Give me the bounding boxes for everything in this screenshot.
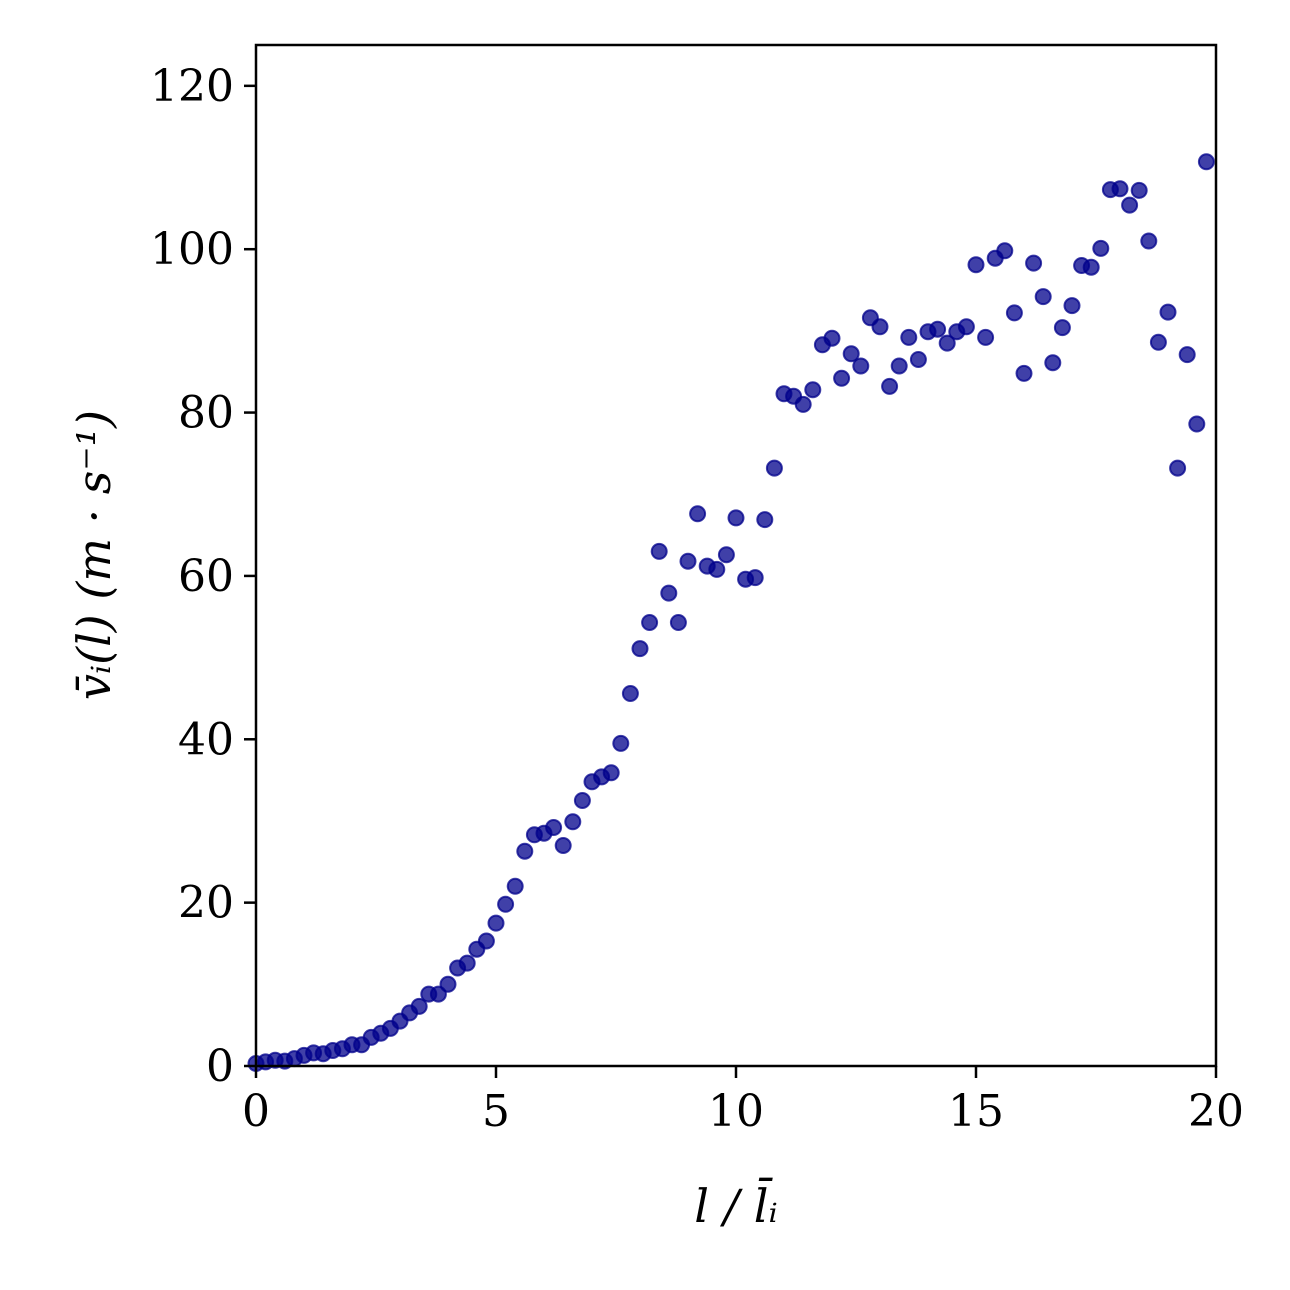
data-point [929,320,947,338]
data-point [1015,364,1033,382]
data-point [1034,288,1052,306]
data-point [1092,239,1110,257]
data-point [477,932,495,950]
x-tick-label: 15 [948,1086,1004,1137]
data-point [967,256,985,274]
data-point [842,345,860,363]
data-point [977,328,995,346]
data-point [794,395,812,413]
data-point [573,792,591,809]
data-point [439,975,457,993]
data-point [669,614,687,631]
data-point [487,914,505,932]
data-point [765,459,783,477]
data-point [804,381,822,399]
y-tick-label: 0 [206,1041,234,1092]
data-point [1169,459,1187,477]
data-point [1149,333,1167,351]
x-tick-label: 5 [482,1086,510,1137]
data-point [564,813,582,831]
data-point [1159,303,1177,321]
data-point [900,328,918,346]
data-point [823,329,841,347]
data-point [660,584,678,602]
scatter-points [247,153,1215,1072]
x-axis-title: l / l̄ᵢ [694,1176,777,1233]
data-point [938,334,956,352]
data-point [506,877,524,895]
y-tick-label: 20 [178,878,234,929]
data-point [727,509,745,527]
data-point [717,546,735,564]
data-point [516,842,534,860]
y-tick-label: 100 [150,224,234,275]
data-point [1121,196,1139,214]
data-point [1111,180,1129,198]
data-point [1053,319,1071,337]
data-point [1130,181,1148,199]
data-point [909,351,927,368]
y-tick-label: 60 [178,551,234,602]
data-point [1044,354,1062,372]
plot-background [256,45,1216,1066]
data-point [833,369,851,387]
data-point [1082,258,1100,276]
x-tick-label: 10 [708,1086,764,1137]
x-axis-ticks: 0 5 10 15 20 [242,1066,1244,1137]
x-tick-label: 20 [1188,1086,1244,1137]
data-point [1178,346,1196,364]
data-point [1197,153,1215,171]
data-point [458,954,476,972]
data-point [554,837,572,854]
y-tick-label: 40 [178,714,234,765]
data-point [602,764,620,782]
x-tick-label: 0 [242,1086,270,1137]
data-point [1188,415,1206,433]
data-point [621,685,639,702]
data-point [1005,304,1023,322]
data-point [708,560,726,578]
data-point [641,614,659,631]
data-point [410,997,428,1015]
data-point [631,640,649,658]
data-point [545,819,563,836]
data-point [871,318,889,336]
data-point [689,505,707,523]
data-point [1140,232,1158,250]
data-point [881,377,899,395]
y-axis-title: v̄ᵢ(l) (m · s⁻¹) [67,410,121,700]
data-point [890,357,908,375]
data-point [497,895,515,913]
data-point [612,734,630,752]
y-tick-label: 80 [178,388,234,439]
data-point [679,552,697,570]
data-point [650,542,668,560]
data-point [996,242,1014,260]
data-point [957,318,975,336]
data-point [1063,297,1081,315]
data-point [746,569,764,587]
data-point [1025,254,1043,272]
y-axis-ticks: 0 20 40 60 80 100 120 [150,61,256,1092]
data-point [852,357,870,375]
y-tick-label: 120 [150,61,234,112]
data-point [756,511,774,529]
